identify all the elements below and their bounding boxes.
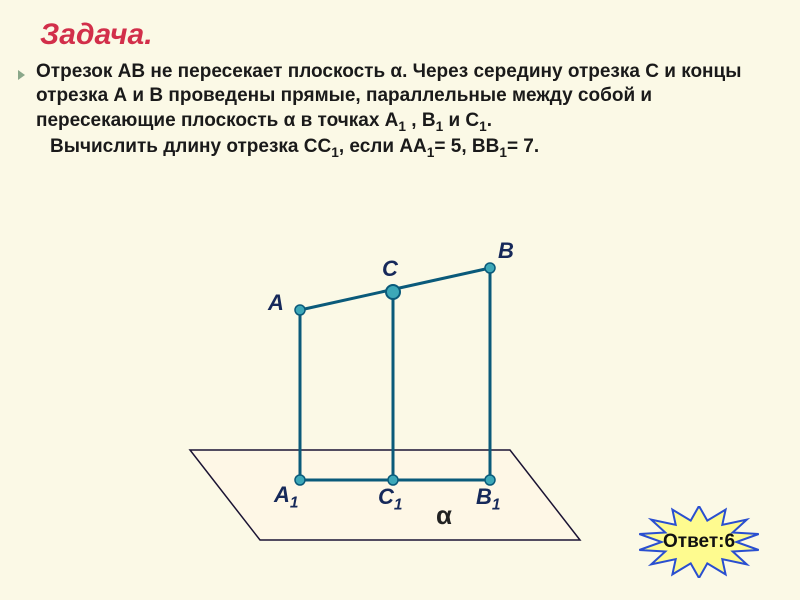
label-alpha: α [436, 500, 452, 531]
title-text: Задача. [40, 18, 153, 51]
label-B1: B1 [476, 484, 500, 514]
problem-line-1: Отрезок АВ не пересекает плоскость α. Че… [36, 60, 776, 135]
bullet-icon [18, 70, 25, 80]
answer-text: Ответ:6 [663, 531, 735, 553]
label-A: A [268, 290, 284, 316]
label-C1: C1 [378, 484, 402, 514]
label-B: B [498, 238, 514, 264]
geometry-diagram: A C B A1 C1 B1 α [160, 250, 640, 560]
label-A1: A1 [274, 482, 298, 512]
label-C: C [382, 256, 398, 282]
problem-line-2: Вычислить длину отрезка СС1, если АА1= 5… [36, 135, 776, 161]
slide-title: Задача. [40, 18, 153, 52]
problem-statement: Отрезок АВ не пересекает плоскость α. Че… [36, 60, 776, 161]
answer-callout: Ответ:6 [626, 506, 772, 578]
